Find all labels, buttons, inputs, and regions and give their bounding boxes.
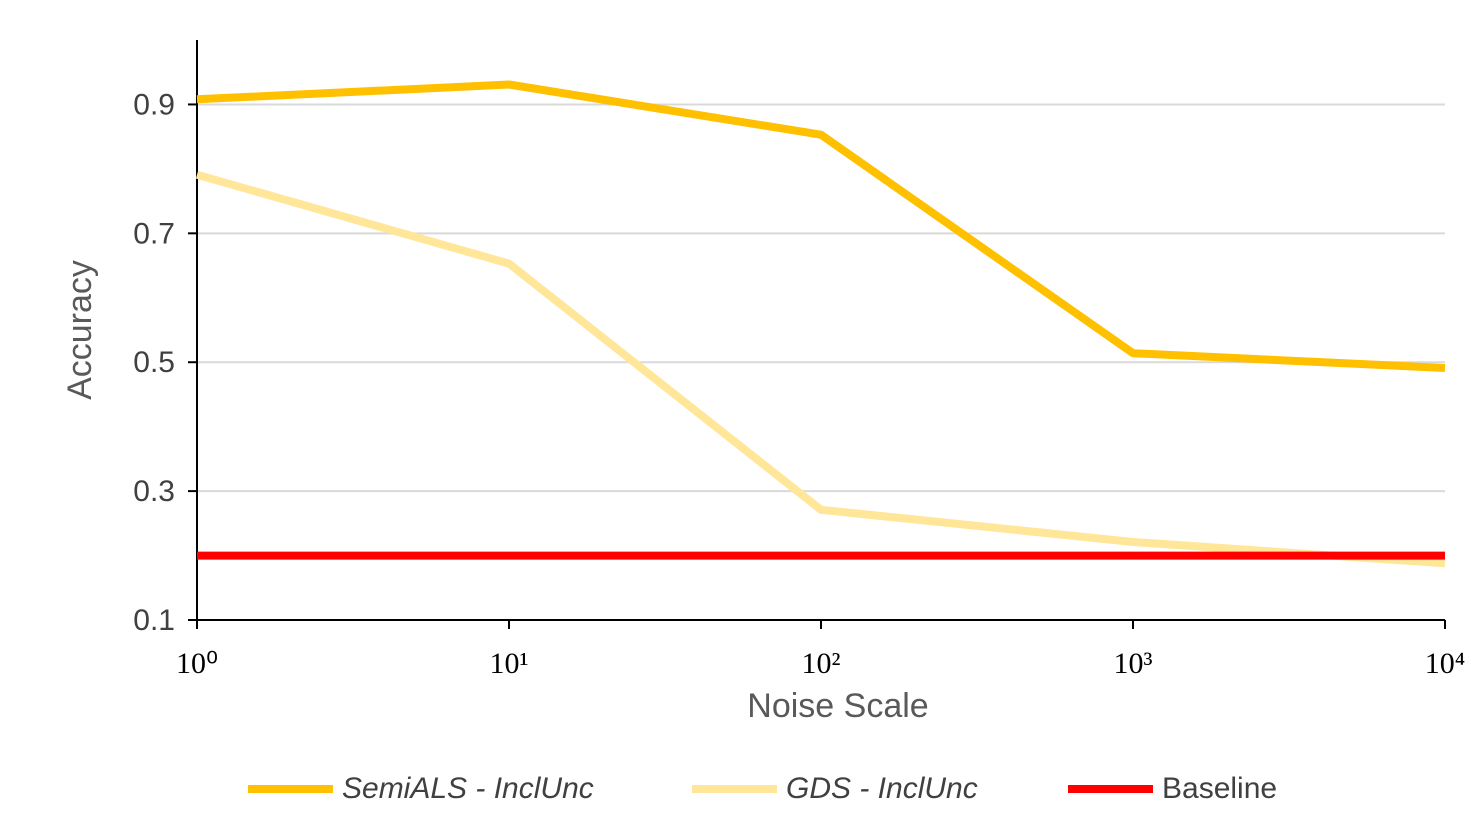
y-tick-label: 0.3 [133,475,175,508]
x-axis-title: Noise Scale [747,687,928,725]
x-tick-label: 10³ [1114,647,1153,680]
x-tick-label: 10¹ [490,647,529,680]
legend-label: SemiALS - InclUnc [342,772,594,805]
series-line [195,170,1446,568]
y-tick-label: 0.1 [133,604,175,637]
y-tick-label: 0.9 [133,88,175,121]
legend-label: Baseline [1162,772,1277,805]
series-line [196,80,1446,372]
y-tick-label: 0.7 [133,217,175,250]
x-tick-label: 10² [802,647,841,680]
y-tick-label: 0.5 [133,346,175,379]
y-axis-title: Accuracy [61,260,99,400]
legend-label: GDS - InclUnc [786,772,978,805]
x-tick-label: 10⁴ [1425,647,1465,680]
x-tick-label: 10⁰ [176,647,218,680]
